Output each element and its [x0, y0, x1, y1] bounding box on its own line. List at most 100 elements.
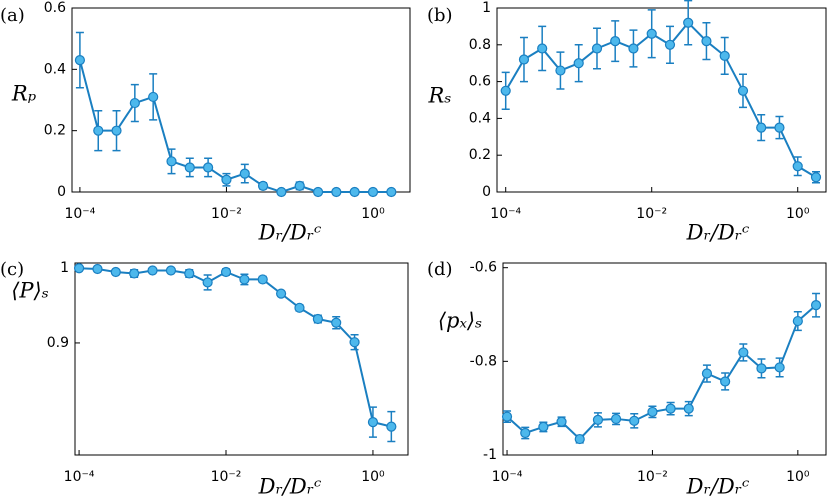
- x-tick-label: 10⁻²: [211, 469, 242, 485]
- data-point: [538, 421, 549, 433]
- data-point: [683, 17, 694, 28]
- data-point: [610, 36, 621, 47]
- data-point: [792, 161, 803, 172]
- y-tick-label: -1: [483, 447, 497, 463]
- y-tick-label: 0.8: [469, 37, 491, 53]
- data-point: [683, 403, 694, 414]
- data-line: [78, 59, 392, 194]
- data-point: [646, 28, 657, 39]
- data-point: [276, 186, 287, 198]
- data-point: [701, 36, 712, 47]
- data-point: [537, 43, 548, 54]
- data-point: [665, 403, 676, 414]
- data-point: [349, 337, 360, 348]
- plot-frame: [71, 7, 411, 193]
- panel-label: (d): [427, 259, 453, 280]
- data-point: [367, 417, 379, 428]
- y-tick-label: 1: [60, 260, 69, 276]
- x-axis-label: Dᵣ/Dᵣᶜ: [258, 221, 322, 245]
- data-point: [647, 406, 658, 418]
- data-point: [367, 186, 379, 198]
- data-point: [129, 97, 140, 109]
- plot-frame: [74, 262, 409, 456]
- data-point: [147, 265, 158, 276]
- y-tick-label: -0.6: [470, 260, 497, 276]
- panel-label: (c): [0, 259, 24, 280]
- data-line: [506, 304, 817, 441]
- y-axis-label: ⟨pₓ⟩ₛ: [438, 309, 482, 333]
- data-point: [294, 302, 305, 313]
- data-point: [257, 274, 268, 285]
- y-tick-label: -0.8: [470, 353, 497, 369]
- data-point: [756, 122, 767, 133]
- x-tick-label: 10⁻⁴: [64, 206, 95, 222]
- y-tick-label: 0.4: [469, 110, 491, 126]
- panel: (d) ⟨pₓ⟩ₛ Dᵣ/Dᵣᶜ -1 -0.8 -0.6 10⁻⁴ 10⁻² 10⁰: [427, 259, 827, 499]
- y-tick-label: 0: [482, 184, 491, 200]
- data-point: [110, 266, 121, 278]
- data-point: [312, 186, 324, 198]
- data-point: [555, 65, 566, 76]
- y-tick-label: 0.6: [469, 74, 491, 90]
- data-point: [221, 174, 232, 185]
- y-tick-label: 0.9: [47, 335, 69, 351]
- panel: (b) Rₛ Dᵣ/Dᵣᶜ 0 0.2 0.4 0.6 0.8 1 10⁻⁴ 10⁻² 10⁰: [427, 0, 827, 245]
- data-point: [239, 274, 250, 285]
- panel: (a) Rₚ Dᵣ/Dᵣᶜ 0 0.2 0.4 0.6 10⁻⁴ 10⁻² 10⁰: [0, 0, 411, 245]
- panel-label: (b): [427, 5, 453, 26]
- data-point: [331, 186, 342, 198]
- x-tick-label: 10⁰: [786, 206, 810, 222]
- data-point: [737, 85, 749, 96]
- data-point: [701, 368, 713, 379]
- x-tick-label: 10⁰: [786, 469, 810, 485]
- data-point: [810, 300, 822, 311]
- data-point: [518, 54, 530, 65]
- data-point: [774, 122, 785, 133]
- data-point: [719, 50, 730, 61]
- data-point: [556, 416, 567, 427]
- x-tick-label: 10⁻⁴: [492, 469, 523, 485]
- x-tick-label: 10⁻²: [637, 469, 668, 485]
- data-point: [312, 313, 323, 325]
- data-point: [774, 362, 785, 373]
- x-axis-label: Dᵣ/Dᵣᶜ: [686, 221, 750, 245]
- x-tick-label: 10⁻²: [636, 206, 667, 222]
- data-point: [520, 427, 531, 439]
- data-point: [573, 58, 584, 69]
- data-point: [720, 376, 731, 387]
- data-point: [628, 43, 639, 54]
- x-tick-label: 10⁰: [361, 206, 385, 222]
- data-point: [792, 315, 803, 327]
- data-point: [349, 186, 360, 198]
- y-tick-label: 0.2: [469, 147, 491, 163]
- data-point: [386, 186, 397, 198]
- data-point: [203, 162, 214, 173]
- y-tick-label: 0: [57, 184, 66, 200]
- y-tick-label: 0.4: [44, 61, 66, 77]
- y-tick-label: 1: [482, 0, 491, 16]
- data-line: [79, 267, 392, 428]
- x-axis-label: Dᵣ/Dᵣᶜ: [686, 475, 750, 499]
- data-point: [610, 413, 622, 425]
- data-line: [504, 21, 817, 179]
- data-point: [500, 85, 511, 96]
- y-axis-label: Rₚ: [11, 82, 36, 106]
- y-tick-label: 0.2: [44, 123, 66, 139]
- data-point: [756, 363, 767, 374]
- data-point: [629, 415, 640, 426]
- x-tick-label: 10⁻⁴: [64, 469, 95, 485]
- plot-frame: [502, 262, 827, 456]
- data-point: [257, 180, 269, 191]
- data-point: [294, 180, 305, 191]
- data-point: [184, 162, 195, 173]
- data-point: [220, 266, 232, 278]
- data-point: [239, 168, 250, 179]
- panel: (c)⟨P⟩ₛ Dᵣ/Dᵣᶜ 0.9 1 10⁻⁴ 10⁻² 10⁰: [0, 259, 409, 499]
- data-point: [166, 156, 177, 167]
- y-tick-label: 0.6: [44, 0, 66, 16]
- data-point: [184, 268, 195, 279]
- data-point: [92, 263, 103, 275]
- data-point: [148, 91, 159, 103]
- data-point: [275, 288, 287, 299]
